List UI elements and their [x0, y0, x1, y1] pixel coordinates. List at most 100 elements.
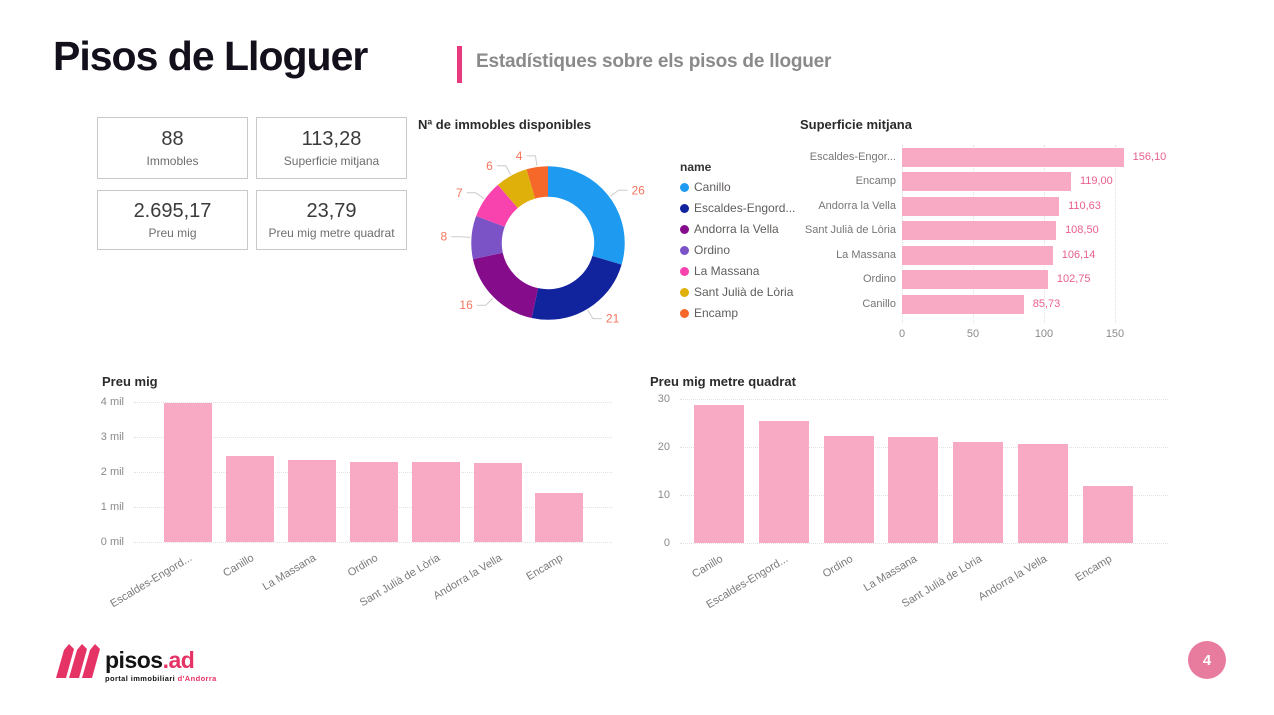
- x-gridline: [1115, 145, 1116, 323]
- donut-data-label: 16: [459, 298, 473, 312]
- y-axis-tick: 4 mil: [100, 396, 124, 408]
- legend-item-Encamp[interactable]: Encamp: [680, 306, 738, 320]
- legend-item-Canillo[interactable]: Canillo: [680, 180, 731, 194]
- y-axis-tick: 2 mil: [100, 466, 124, 478]
- legend-label: Sant Julià de Lòria: [694, 285, 794, 299]
- bar-Sant Julià de Lòria[interactable]: [902, 221, 1057, 241]
- y-gridline: [680, 543, 1168, 544]
- logo-mark-icon: [56, 644, 100, 678]
- donut-leader-line: [466, 192, 485, 199]
- bar-Encamp[interactable]: [535, 493, 584, 542]
- y-gridline: [134, 542, 612, 543]
- donut-slice-Ordino[interactable]: [471, 166, 625, 320]
- bar-Ordino[interactable]: [349, 461, 398, 542]
- donut-leader-line: [587, 309, 602, 320]
- logo-tagline-accent: d'Andorra: [177, 674, 217, 683]
- bar-Escaldes-Engord...[interactable]: [164, 403, 212, 542]
- logo-tagline: portal immobiliari d'Andorra: [105, 674, 217, 683]
- legend-dot-icon: [680, 224, 689, 234]
- preu-mig-chart-title: Preu mig: [102, 374, 158, 389]
- legend-dot-icon: [680, 182, 689, 192]
- legend-label: Canillo: [694, 180, 731, 194]
- page-number-badge: 4: [1188, 641, 1226, 679]
- bar-value-label: 156,10: [1132, 150, 1167, 163]
- category-label: Escaldes-Engor...: [809, 150, 896, 163]
- x-axis-tick: 0: [898, 328, 906, 340]
- title-separator: [457, 46, 462, 83]
- donut-chart-title: Nª de immobles disponibles: [418, 117, 592, 132]
- donut-data-label: 8: [441, 230, 448, 244]
- bar-Canillo[interactable]: [902, 294, 1024, 314]
- x-axis-tick: 150: [1105, 328, 1125, 340]
- kpi-card-preu-mig: 2.695,17 Preu mig: [97, 190, 248, 250]
- bar-Escaldes-Engord...[interactable]: [758, 421, 809, 543]
- bar-value-label: 85,73: [1032, 297, 1061, 310]
- y-axis-tick: 3 mil: [100, 431, 124, 443]
- y-gridline: [134, 437, 612, 438]
- superficie-chart-title: Superficie mitjana: [800, 117, 912, 132]
- bar-Encamp[interactable]: [902, 172, 1071, 192]
- donut-data-label: 26: [631, 183, 645, 197]
- legend-item-Sant Julià de Lòria[interactable]: Sant Julià de Lòria: [680, 285, 793, 299]
- logo-suffix: .ad: [162, 647, 195, 673]
- donut-data-label: 4: [516, 149, 523, 163]
- legend-dot-icon: [680, 245, 689, 255]
- donut-slice-Escaldes-Engord...[interactable]: [471, 166, 625, 320]
- category-label: Canillo: [862, 297, 896, 310]
- bar-Ordino[interactable]: [902, 270, 1048, 290]
- kpi-card-preu-m2: 23,79 Preu mig metre quadrat: [256, 190, 407, 250]
- bar-Andorra la Vella[interactable]: [902, 196, 1060, 216]
- y-axis-tick: 1 mil: [100, 501, 124, 513]
- legend-item-La Massana[interactable]: La Massana: [680, 264, 759, 278]
- page-subtitle: Estadístiques sobre els pisos de lloguer: [476, 51, 832, 72]
- y-axis-tick: 20: [657, 441, 670, 453]
- legend-label: Escaldes-Engord...: [694, 201, 796, 215]
- donut-legend: name Canillo Escaldes-Engord... Andorra la…: [680, 160, 810, 330]
- bar-Canillo[interactable]: [225, 455, 274, 542]
- category-label: Andorra la Vella: [818, 199, 896, 212]
- legend-label: Ordino: [694, 243, 731, 257]
- kpi-label: Preu mig metre quadrat: [268, 226, 395, 240]
- donut-data-label: 6: [486, 159, 493, 173]
- bar-value-label: 102,75: [1056, 273, 1091, 286]
- logo-text: pisos.ad: [105, 647, 195, 673]
- bar-Encamp[interactable]: [1082, 486, 1133, 543]
- bar-value-label: 119,00: [1079, 175, 1113, 188]
- bar-Sant Julià de Lòria[interactable]: [411, 462, 460, 542]
- kpi-card-immobles: 88 Immobles: [97, 117, 248, 179]
- y-axis-tick: 0: [663, 537, 670, 549]
- y-gridline: [680, 399, 1168, 400]
- bar-value-label: 110,63: [1068, 199, 1101, 212]
- donut-slice-Encamp[interactable]: [471, 166, 625, 320]
- kpi-label: Superficie mitjana: [283, 154, 380, 168]
- bar-Ordino[interactable]: [823, 436, 874, 543]
- kpi-value: 2.695,17: [133, 200, 212, 222]
- bar-value-label: 106,14: [1061, 248, 1096, 261]
- legend-item-Ordino[interactable]: Ordino: [680, 243, 730, 257]
- y-axis-tick: 10: [657, 489, 670, 501]
- bar-Sant Julià de Lòria[interactable]: [953, 442, 1004, 543]
- y-axis-tick: 0 mil: [100, 536, 124, 548]
- logo: pisos.ad portal immobiliari d'Andorra: [55, 641, 217, 683]
- bar-Canillo[interactable]: [694, 404, 744, 543]
- legend-dot-icon: [680, 308, 689, 318]
- bar-La Massana[interactable]: [888, 436, 939, 543]
- legend-item-Andorra la Vella[interactable]: Andorra la Vella: [680, 222, 779, 236]
- legend-dot-icon: [680, 287, 689, 297]
- donut-leader-line: [451, 236, 471, 238]
- category-label: Encamp: [855, 175, 896, 188]
- legend-item-Escaldes-Engord...[interactable]: Escaldes-Engord...: [680, 201, 795, 215]
- bar-Escaldes-Engor...[interactable]: [902, 147, 1124, 167]
- bar-La Massana[interactable]: [287, 459, 336, 542]
- donut-data-label: 21: [606, 312, 620, 326]
- donut-leader-line: [496, 165, 512, 175]
- kpi-value: 88: [161, 128, 184, 150]
- x-axis-tick: 100: [1034, 328, 1054, 340]
- donut-leader-line: [610, 189, 628, 197]
- kpi-value: 113,28: [301, 128, 362, 150]
- bar-Andorra la Vella[interactable]: [473, 462, 522, 542]
- bar-La Massana[interactable]: [902, 245, 1053, 265]
- y-axis-tick: 30: [657, 393, 670, 405]
- bar-Andorra la Vella[interactable]: [1018, 443, 1068, 543]
- category-label: Sant Julià de Lòria: [804, 224, 896, 237]
